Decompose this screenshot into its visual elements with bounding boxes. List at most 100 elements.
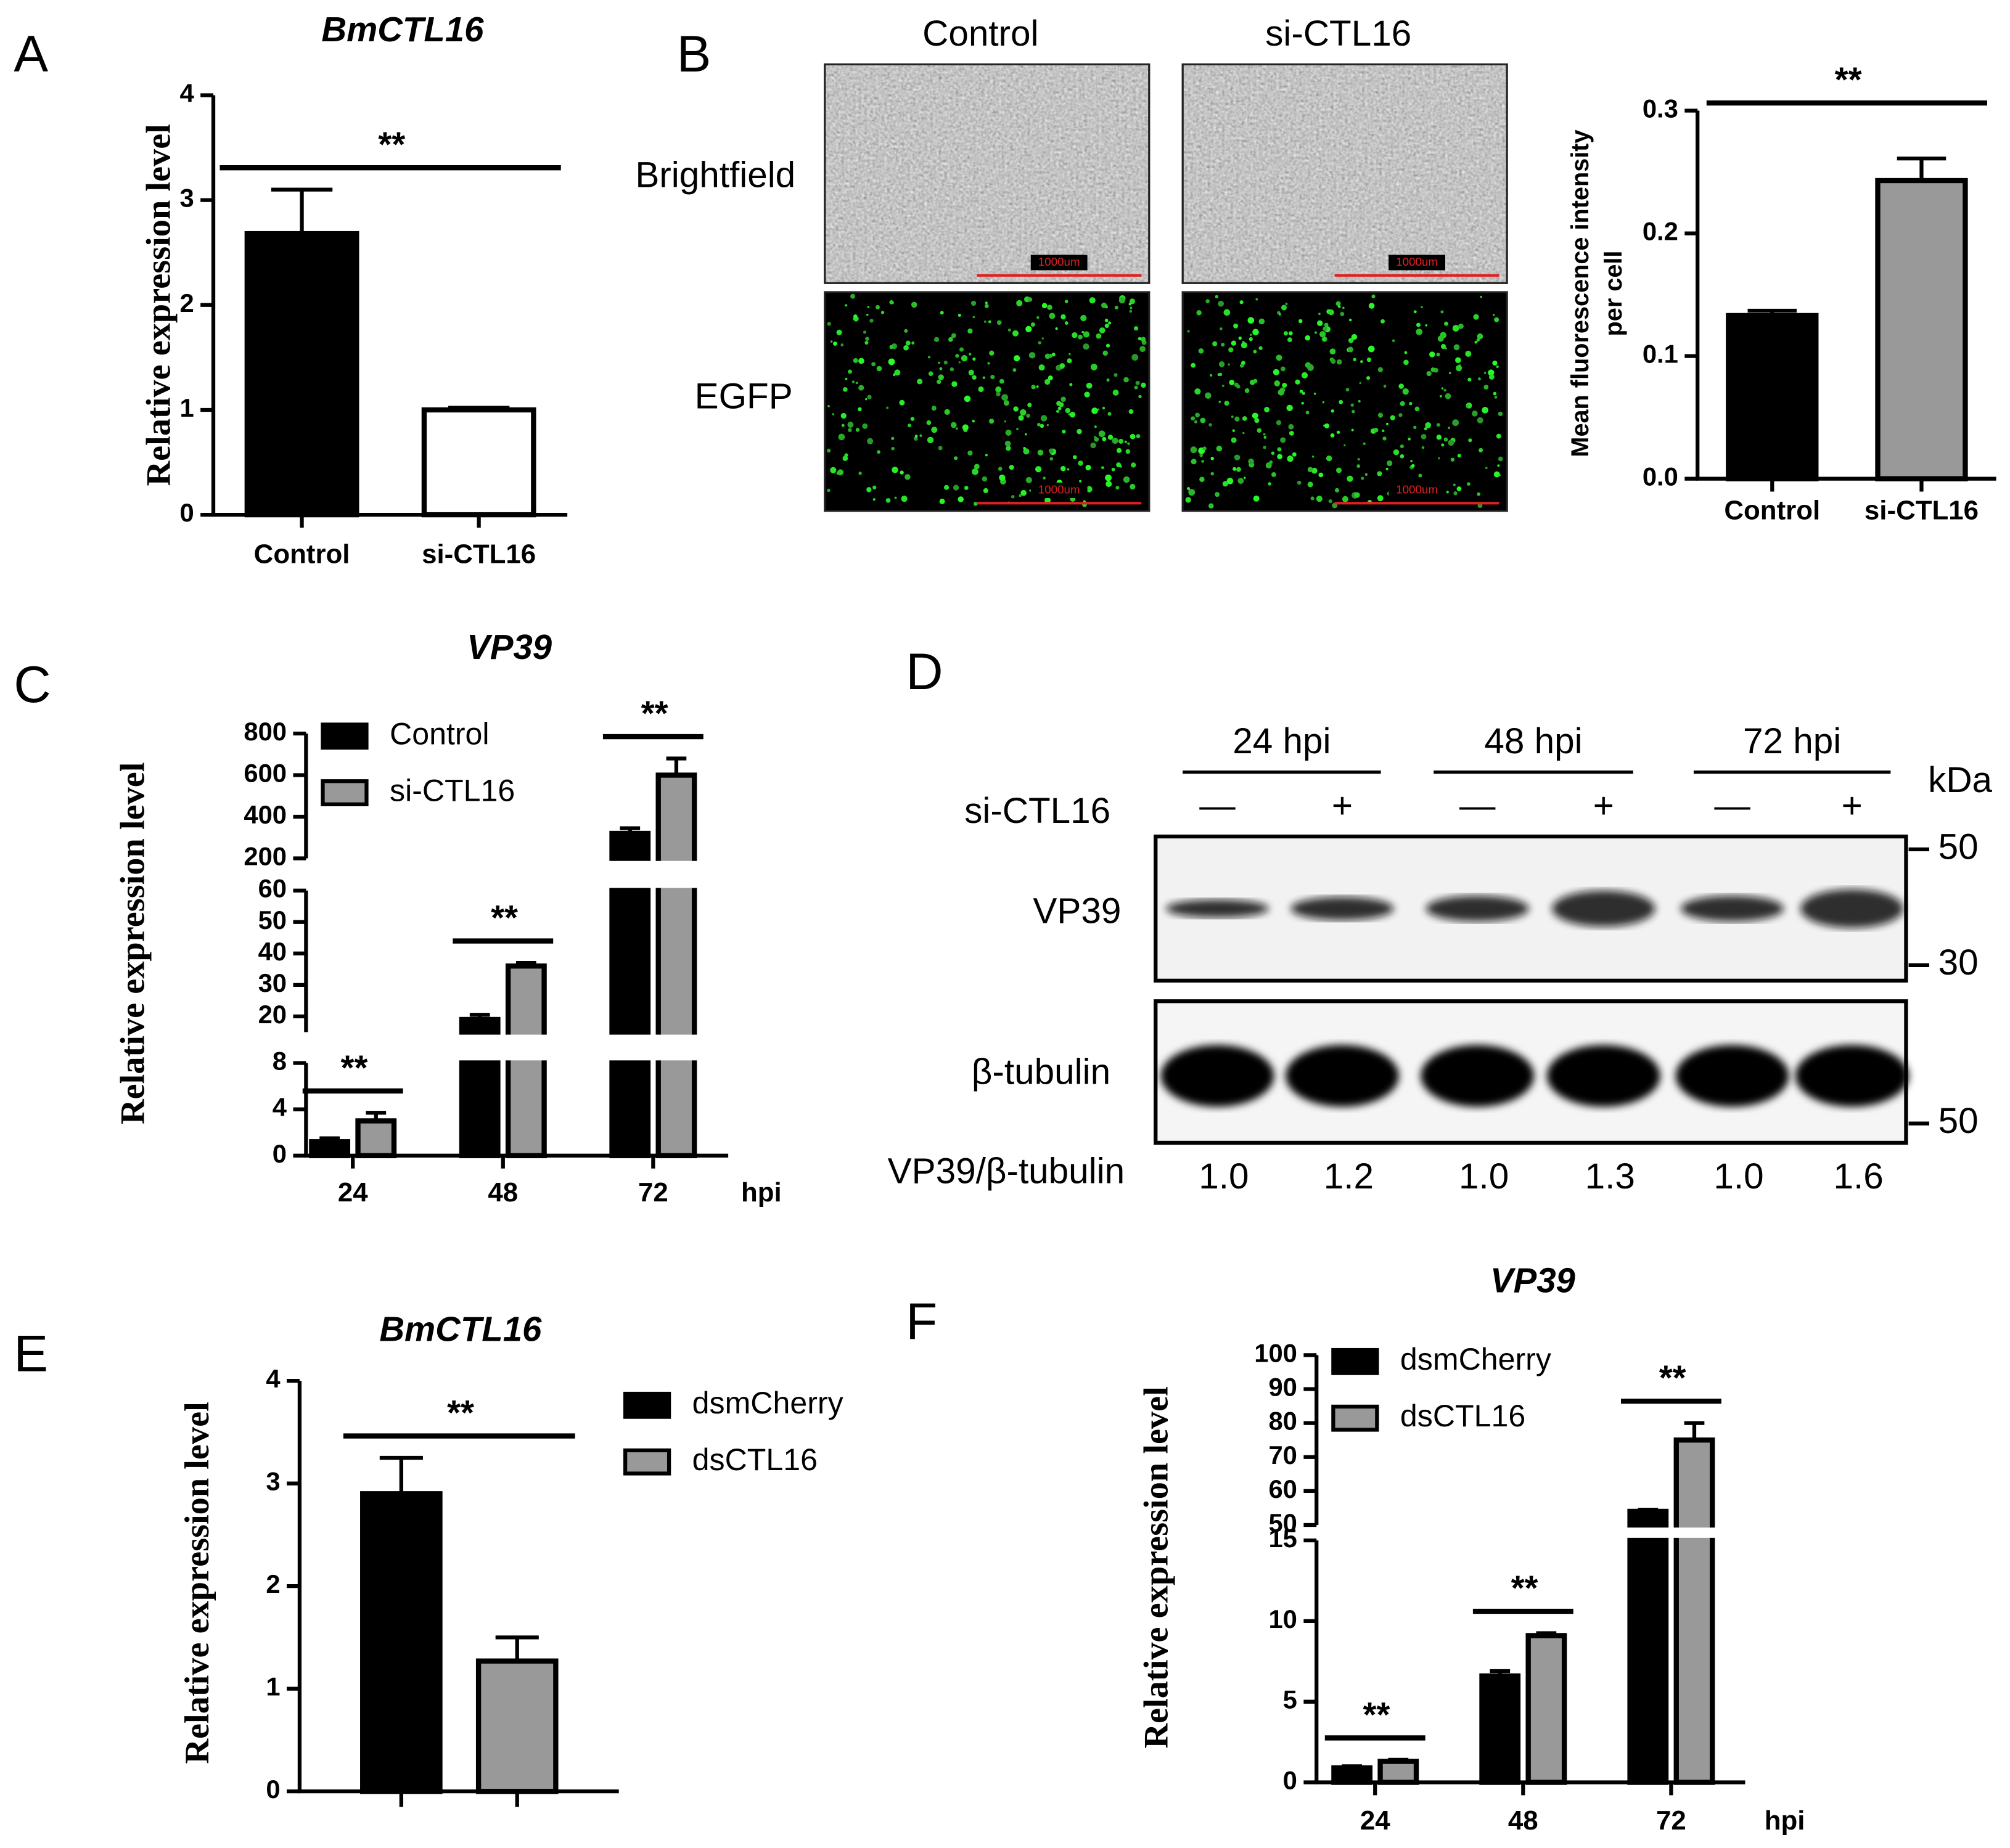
fluorescent-cell [1069, 383, 1073, 386]
legend-label: Control [390, 716, 489, 751]
fluorescent-cell [1030, 322, 1035, 327]
fluorescent-cell [1060, 465, 1066, 472]
fluorescent-cell [1064, 321, 1069, 325]
fluorescent-cell [1485, 467, 1488, 470]
fluorescent-cell [1446, 491, 1449, 494]
fluorescent-cell [1077, 428, 1082, 435]
fluorescent-cell [1387, 460, 1393, 467]
fluorescent-cell [1096, 333, 1102, 339]
legend-swatch [321, 779, 369, 806]
fluorescent-cell [1482, 407, 1489, 414]
fluorescent-cell [1060, 396, 1066, 402]
fluorescent-cell [939, 367, 943, 370]
fluorescent-cell [1112, 390, 1119, 396]
y-axis-label: Relative expression level [139, 124, 178, 486]
significance-label: ** [1657, 1359, 1686, 1397]
fluorescent-cell [1347, 475, 1353, 482]
bar [1627, 1508, 1669, 1785]
fluorescent-cell [841, 423, 845, 427]
fluorescent-cell [1134, 385, 1138, 390]
fluorescent-cell [1280, 366, 1286, 372]
fluorescent-cell [840, 343, 844, 346]
fluorescent-cell [1138, 337, 1142, 341]
fluorescent-cell [951, 381, 958, 387]
fluorescent-cell [1243, 476, 1246, 479]
y-tick-label: 0.1 [1643, 340, 1678, 369]
fluorescent-cell [904, 329, 908, 333]
fluorescent-cell [1202, 446, 1207, 451]
fluorescent-cell [1305, 335, 1311, 341]
fluorescent-cell [1089, 297, 1096, 304]
row-label: EGFP [695, 377, 793, 417]
y-tick-label: 4 [273, 1093, 287, 1122]
fluorescent-cell [1254, 418, 1260, 423]
fluorescent-cell [1416, 322, 1421, 327]
fluorescent-cell [1218, 401, 1221, 403]
fluorescent-cell [877, 450, 880, 454]
fluorescent-cell [1194, 420, 1198, 423]
fluorescent-cell [1046, 423, 1049, 427]
fluorescent-cell [1398, 413, 1403, 417]
fluorescent-cell [1086, 486, 1093, 493]
fluorescent-cell [1360, 360, 1363, 363]
lane-sign: + [1842, 786, 1863, 826]
fluorescent-cell [983, 488, 988, 494]
fluorescent-cell [1102, 406, 1106, 410]
fluorescent-cell [1366, 376, 1371, 380]
fluorescent-cell [1258, 346, 1263, 350]
fluorescent-cell [1274, 380, 1281, 386]
scale-box [1389, 482, 1446, 498]
fluorescent-cell [1194, 388, 1201, 395]
fluorescent-cell [1472, 411, 1478, 417]
fluorescent-cell [905, 340, 911, 346]
fluorescent-cell [1328, 309, 1334, 316]
fluorescent-cell [1035, 466, 1042, 473]
fluorescent-cell [1041, 337, 1044, 340]
fluorescent-cell [1200, 417, 1206, 423]
axis-break [290, 861, 729, 888]
fluorescent-cell [1098, 430, 1106, 438]
fluorescent-cell [968, 369, 974, 375]
fluorescent-cell [1382, 436, 1387, 441]
bar [1875, 178, 1968, 481]
fluorescent-cell [1436, 353, 1440, 357]
fluorescent-cell [1059, 363, 1065, 369]
fluorescent-cell [1116, 462, 1122, 468]
bar [505, 963, 547, 1158]
fluorescent-cell [1278, 389, 1284, 396]
fluorescent-cell [855, 382, 858, 385]
fluorescent-cell [1302, 391, 1305, 395]
fluorescent-cell [982, 476, 988, 482]
fluorescent-cell [1004, 420, 1007, 423]
fluorescent-cell [863, 330, 867, 334]
fluorescent-cell [864, 341, 869, 345]
fluorescent-cell [826, 448, 831, 453]
tubulin-band [1160, 1045, 1274, 1107]
y-tick-label: 0.2 [1643, 217, 1678, 246]
fluorescent-cell [1349, 318, 1352, 322]
fluorescent-cell [1393, 449, 1400, 456]
fluorescent-cell [867, 438, 874, 444]
fluorescent-cell [1037, 422, 1041, 427]
fluorescent-cell [1248, 458, 1254, 465]
fluorescent-cell [1079, 480, 1082, 483]
axis-break [1301, 1527, 1745, 1538]
fluorescent-cell [1377, 367, 1384, 372]
fluorescent-cell [1085, 465, 1091, 471]
fluorescent-cell [1130, 433, 1136, 440]
significance-label: ** [1833, 60, 1862, 99]
fluorescent-cell [1198, 348, 1204, 354]
fluorescent-cell [851, 380, 855, 383]
fluorescent-cell [1234, 454, 1241, 460]
fluorescent-cell [1003, 400, 1009, 406]
fluorescent-cell [972, 316, 975, 319]
fluorescent-cell [1351, 333, 1358, 340]
fluorescent-cell [1448, 440, 1454, 446]
fluorescent-cell [1319, 331, 1326, 338]
fluorescent-cell [1047, 305, 1052, 310]
fluorescent-cell [1342, 306, 1345, 309]
fluorescent-cell [1443, 388, 1446, 392]
fluorescent-cell [1090, 363, 1097, 370]
fluorescent-cell [1012, 330, 1019, 337]
vp39-band [1165, 899, 1269, 918]
